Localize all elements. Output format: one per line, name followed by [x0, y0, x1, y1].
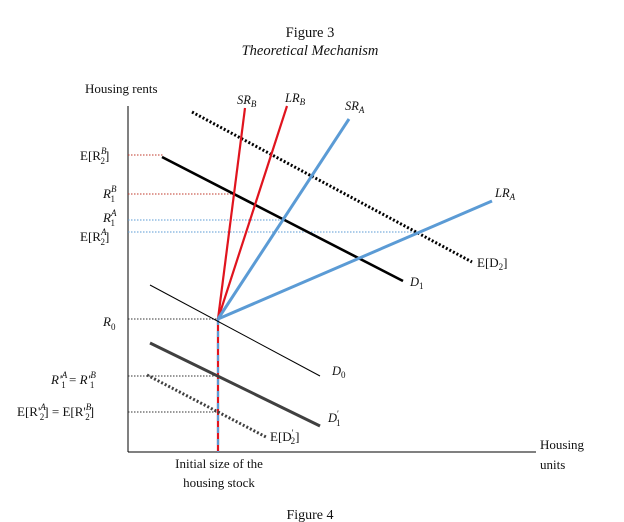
x-axis-title-line2: units — [540, 457, 565, 472]
supply-sr-b — [216, 107, 247, 320]
demand-expected-d2 — [191, 110, 473, 264]
label-expected-d2-prime: E[D′ 2] — [270, 428, 299, 446]
tick-r0: R0 — [102, 314, 116, 332]
label-lr-b: LRB — [284, 91, 306, 107]
tick-r1-b: RB 1 — [102, 184, 117, 204]
x-axis-title-line1: Housing — [540, 437, 585, 452]
next-figure-caption: Figure 4 — [286, 508, 334, 522]
figure-subtitle: Theoretical Mechanism — [241, 43, 379, 59]
label-sr-b: SRB — [237, 93, 257, 109]
label-lr-a: LRA — [494, 186, 516, 202]
demand-d1-prime — [149, 341, 321, 428]
x-marker-label-line2: housing stock — [183, 475, 255, 490]
y-axis-title: Housing rents — [85, 81, 158, 96]
tick-e-r2-a: E[RA 2] — [80, 227, 109, 247]
tick-r1-prime: R'A 1 = R'B 1 — [50, 370, 96, 390]
label-d1: D1 — [409, 275, 424, 291]
supply-lr-b — [216, 105, 289, 320]
demand-d0 — [149, 284, 321, 377]
x-marker-label-line1: Initial size of the — [175, 456, 263, 471]
label-expected-d2: E[D2] — [477, 255, 508, 272]
demand-expected-d2-prime — [146, 373, 267, 439]
figure-number: Figure 3 — [285, 25, 335, 41]
supply-sr-a — [216, 118, 351, 320]
tick-r1-a: RA 1 — [102, 208, 117, 228]
tick-e-r2-prime: E[R'A 2] = E[R'B 2] — [17, 402, 94, 422]
supply-lr-a — [217, 199, 493, 321]
label-sr-a: SRA — [345, 99, 365, 115]
figure-title: Figure 3 Theoretical Mechanism — [0, 24, 620, 60]
tick-e-r2-b: E[RB 2] — [80, 146, 109, 166]
label-d1-prime: D′ 1 — [327, 409, 341, 428]
label-d0: D0 — [331, 364, 346, 380]
